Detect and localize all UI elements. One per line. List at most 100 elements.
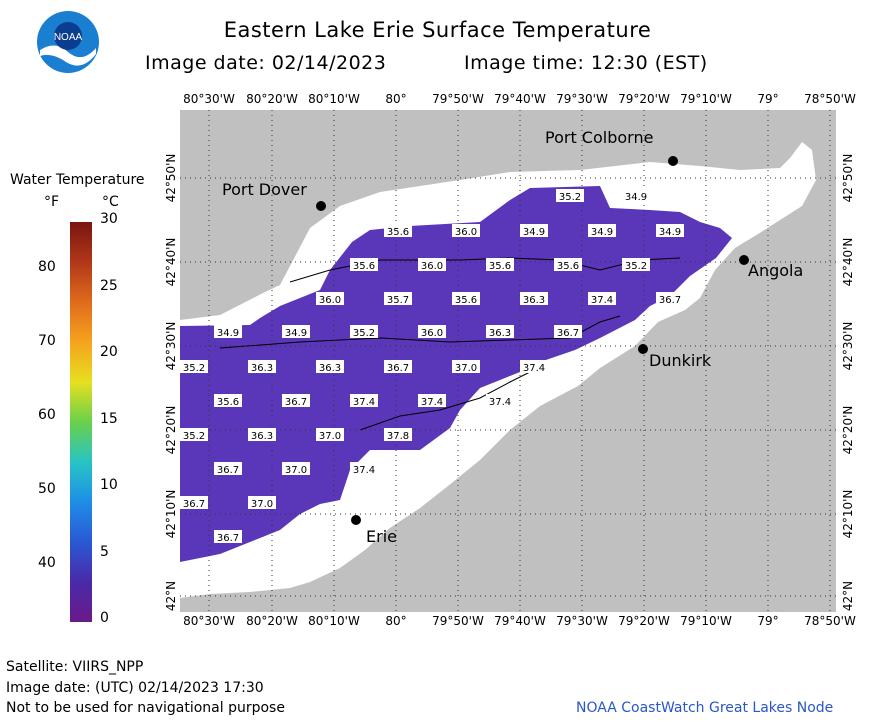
colorbar-c-tick: 0 [100,610,109,626]
noaa-logo-icon: NOAA [36,10,100,74]
longitude-label: 79°10'W [680,614,732,628]
temperature-label: 36.0 [421,261,443,272]
colorbar-f-tick: 60 [38,407,56,423]
temperature-label: 34.9 [625,192,647,203]
longitude-label: 80°20'W [246,92,298,106]
temperature-label-box [248,428,276,441]
temperature-label: 36.3 [489,328,511,339]
temperature-label-box [282,394,310,407]
satellite-label: Satellite: VIIRS_NPP [6,659,144,675]
logo-text: NOAA [54,32,83,43]
temperature-label: 34.9 [523,227,545,238]
temperature-label-box [384,360,412,373]
longitude-label: 79°20'W [618,92,670,106]
temperature-label-box [214,394,242,407]
depth-contour [359,371,531,431]
temperature-label: 35.6 [489,261,511,272]
temperature-label-box [656,292,684,305]
city-label-erie: Erie [366,527,397,546]
temperature-label-box [248,360,276,373]
latitude-label: 42°30'N [841,321,855,371]
temperature-label-box [350,258,378,271]
temperature-label: 37.0 [285,465,307,476]
latitude-label: 42°20'N [841,405,855,455]
temperature-label-box [520,360,548,373]
temperature-label-box [316,292,344,305]
temperature-label-box [180,428,208,441]
temperature-label-box [214,462,242,475]
longitude-label: 79°50'W [432,92,484,106]
temperature-label-box [452,224,480,237]
colorbar-c-tick: 5 [100,543,109,560]
temperature-label: 37.4 [353,397,375,408]
colorbar-f-tick: 80 [38,259,56,275]
colorbar-title: Water Temperature [10,172,145,188]
colorbar [70,222,92,622]
temperature-label-box [418,258,446,271]
temperature-label: 35.6 [387,227,409,238]
colorbar-c-tick: 20 [100,344,118,360]
temperature-label-box [282,462,310,475]
temperature-label: 37.4 [489,397,511,408]
temperature-label-box [486,258,514,271]
latitude-label: 42°40'N [841,237,855,287]
temperature-label: 37.4 [523,363,545,374]
temperature-label: 35.2 [183,363,205,374]
temperature-label-box [486,394,514,407]
credit-link[interactable]: NOAA CoastWatch Great Lakes Node [576,700,834,716]
temperature-label-box [316,360,344,373]
city-marker-port-dover [316,201,326,211]
latitude-label: 42°50'N [841,153,855,203]
colorbar-unit-f: °F [44,194,60,210]
temperature-label-box [214,325,242,338]
latitude-label: 42°N [164,580,178,612]
temperature-label: 37.4 [353,465,375,476]
temperature-label: 36.7 [183,499,205,510]
city-label-dunkirk: Dunkirk [649,351,712,370]
longitude-label: 80° [385,614,407,628]
disclaimer: Not to be used for navigational purpose [6,700,285,716]
longitude-label: 79°10'W [680,92,732,106]
latitude-label: 42°N [841,580,855,612]
longitude-label: 79°30'W [556,92,608,106]
temperature-label: 36.0 [319,295,341,306]
longitude-label: 80°30'W [183,614,235,628]
temperature-label: 34.9 [591,227,613,238]
temperature-label-box [350,462,378,475]
temperature-label-box [180,360,208,373]
temperature-label-box [350,394,378,407]
city-marker-angola [739,255,749,265]
image-date: Image date: 02/14/2023 [145,52,387,74]
temperature-label: 36.7 [557,328,579,339]
temperature-label-box [556,189,584,202]
temperature-label-box [180,496,208,509]
temperature-label: 36.7 [217,533,239,544]
city-label-angola: Angola [748,261,804,280]
temperature-label-box [248,496,276,509]
temperature-label: 35.2 [183,431,205,442]
colorbar-c-tick: 10 [100,477,118,493]
longitude-label: 78°50'W [804,614,856,628]
temperature-label: 36.3 [319,363,341,374]
depth-contour [219,315,621,349]
temperature-label: 35.6 [455,295,477,306]
temperature-label: 35.2 [559,192,581,203]
temperature-label-box [588,224,616,237]
temperature-label: 37.0 [455,363,477,374]
longitude-label: 79°40'W [494,614,546,628]
temperature-labels: 35.2 34.9 35.6 36.0 34.9 34.9 34.9 35.6 36.0 35.6… [180,189,684,544]
temperature-label-box [384,292,412,305]
temperature-label-box [214,530,242,543]
city-marker-dunkirk [638,344,648,354]
temperature-label: 35.2 [625,261,647,272]
longitude-label: 79°20'W [618,614,670,628]
colorbar-f-tick: 50 [38,481,56,497]
temperature-label-box [418,394,446,407]
city-label-port-dover: Port Dover [222,180,307,199]
latitude-label: 42°20'N [164,405,178,455]
temperature-label: 35.2 [353,328,375,339]
latitude-label: 42°50'N [164,153,178,203]
latitude-label: 42°10'N [164,489,178,539]
temperature-label: 35.6 [353,261,375,272]
temperature-label: 36.0 [455,227,477,238]
